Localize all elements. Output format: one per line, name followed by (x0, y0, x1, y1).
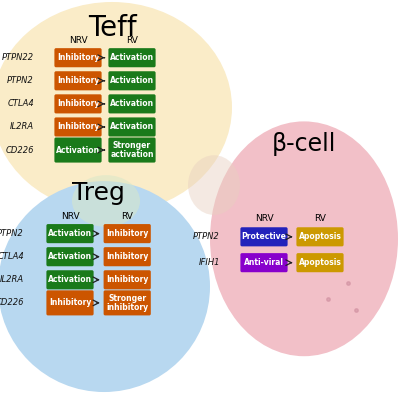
FancyBboxPatch shape (46, 247, 94, 266)
Text: Inhibitory: Inhibitory (49, 298, 91, 307)
Text: β-cell: β-cell (272, 132, 336, 156)
Text: PTPN2: PTPN2 (193, 232, 220, 241)
Text: Inhibitory: Inhibitory (106, 275, 148, 284)
Text: Inhibitory: Inhibitory (57, 76, 99, 85)
Text: PTPN2: PTPN2 (7, 76, 34, 85)
Text: RV: RV (126, 37, 138, 45)
Text: Activation: Activation (110, 123, 154, 131)
FancyBboxPatch shape (108, 137, 156, 162)
Text: IL2RA: IL2RA (10, 123, 34, 131)
FancyBboxPatch shape (108, 117, 156, 137)
Text: Inhibitory: Inhibitory (57, 123, 99, 131)
FancyBboxPatch shape (104, 270, 151, 289)
Text: Stronger
activation: Stronger activation (110, 141, 154, 159)
Text: Activation: Activation (56, 146, 100, 154)
Text: IL2RA: IL2RA (0, 275, 24, 284)
Text: Apoptosis: Apoptosis (298, 258, 342, 267)
Text: Activation: Activation (48, 252, 92, 261)
Text: CD226: CD226 (6, 146, 34, 154)
FancyBboxPatch shape (54, 48, 102, 67)
Text: CD226: CD226 (0, 298, 24, 307)
FancyBboxPatch shape (54, 71, 102, 90)
FancyBboxPatch shape (54, 117, 102, 137)
Text: CTLA4: CTLA4 (7, 100, 34, 108)
Text: Apoptosis: Apoptosis (298, 232, 342, 241)
FancyBboxPatch shape (104, 291, 151, 315)
Text: PTPN22: PTPN22 (2, 53, 34, 62)
Text: Activation: Activation (110, 53, 154, 62)
Text: Activation: Activation (48, 275, 92, 284)
Text: Inhibitory: Inhibitory (57, 53, 99, 62)
FancyBboxPatch shape (104, 224, 151, 243)
FancyBboxPatch shape (108, 94, 156, 113)
FancyBboxPatch shape (108, 48, 156, 67)
Text: CTLA4: CTLA4 (0, 252, 24, 261)
Text: Inhibitory: Inhibitory (106, 252, 148, 261)
Text: Treg: Treg (72, 181, 124, 205)
Ellipse shape (0, 181, 210, 392)
Ellipse shape (0, 2, 232, 213)
FancyBboxPatch shape (54, 137, 102, 162)
Ellipse shape (188, 155, 240, 215)
Ellipse shape (72, 175, 140, 227)
Text: PTPN2: PTPN2 (0, 229, 24, 238)
Text: IFIH1: IFIH1 (198, 258, 220, 267)
Text: Inhibitory: Inhibitory (106, 229, 148, 238)
FancyBboxPatch shape (108, 71, 156, 90)
FancyBboxPatch shape (296, 227, 344, 246)
FancyBboxPatch shape (46, 291, 94, 315)
Text: Anti-viral: Anti-viral (244, 258, 284, 267)
Text: NRV: NRV (255, 215, 273, 223)
FancyBboxPatch shape (46, 224, 94, 243)
Text: Activation: Activation (110, 100, 154, 108)
FancyBboxPatch shape (240, 253, 288, 272)
FancyBboxPatch shape (54, 94, 102, 113)
Ellipse shape (210, 121, 398, 356)
Text: Activation: Activation (48, 229, 92, 238)
FancyBboxPatch shape (240, 227, 288, 246)
Text: RV: RV (314, 215, 326, 223)
Text: RV: RV (121, 212, 133, 220)
Text: Inhibitory: Inhibitory (57, 100, 99, 108)
Text: NRV: NRV (69, 37, 87, 45)
Text: Stronger
inhibitory: Stronger inhibitory (106, 294, 148, 312)
Text: Protective: Protective (242, 232, 286, 241)
Text: Activation: Activation (110, 76, 154, 85)
FancyBboxPatch shape (104, 247, 151, 266)
Text: Teff: Teff (88, 14, 136, 42)
FancyBboxPatch shape (296, 253, 344, 272)
FancyBboxPatch shape (46, 270, 94, 289)
Text: NRV: NRV (61, 212, 79, 220)
